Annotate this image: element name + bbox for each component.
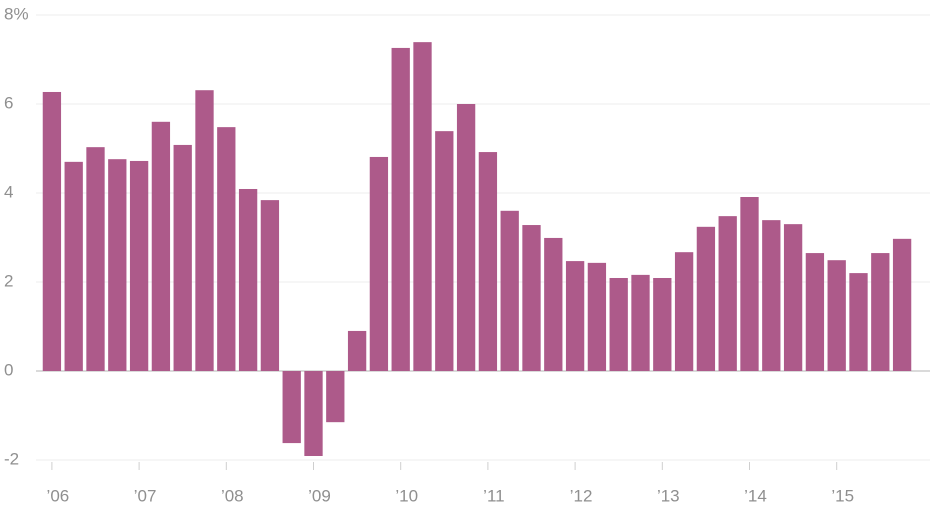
y-tick-label: -2 — [4, 449, 19, 468]
bar — [783, 224, 803, 371]
y-tick-label: 6 — [4, 93, 13, 112]
bar — [849, 273, 868, 371]
bar — [762, 220, 781, 371]
x-tick-label: ’09 — [308, 486, 331, 505]
bar — [827, 260, 846, 371]
x-tick-label: ’14 — [744, 486, 767, 505]
y-tick-label: 8% — [4, 4, 29, 23]
bar — [369, 156, 389, 371]
bar — [108, 159, 127, 371]
bar — [718, 216, 737, 371]
x-tick-label: ’07 — [134, 486, 157, 505]
bar — [64, 161, 83, 371]
bar — [892, 238, 912, 371]
bar — [740, 197, 759, 371]
bar — [544, 237, 563, 371]
bar — [260, 200, 280, 371]
x-tick-label: ’12 — [570, 486, 593, 505]
bar — [217, 127, 236, 371]
bar — [282, 371, 301, 444]
y-tick-label: 2 — [4, 271, 13, 290]
bar — [609, 277, 628, 371]
x-tick-label: ’13 — [657, 486, 680, 505]
bar — [653, 277, 672, 371]
bar — [631, 274, 650, 371]
bar — [238, 188, 258, 371]
bar — [42, 91, 62, 372]
x-tick-label: ’15 — [831, 486, 854, 505]
x-tick-label: ’11 — [483, 486, 504, 505]
x-tick-label: ’08 — [221, 486, 244, 505]
bar — [587, 262, 607, 371]
bar — [674, 252, 694, 371]
bar — [326, 371, 345, 423]
bar — [522, 225, 541, 371]
bar — [435, 131, 454, 371]
bar — [195, 90, 214, 371]
bar — [456, 104, 476, 371]
bar — [478, 152, 498, 371]
bar — [413, 42, 432, 372]
bar — [500, 210, 519, 371]
bar — [347, 330, 367, 371]
bar — [391, 47, 410, 372]
bar — [696, 226, 716, 371]
y-tick-label: 4 — [4, 182, 13, 201]
bar — [173, 144, 192, 371]
bar — [565, 261, 585, 371]
x-tick-label: ’10 — [395, 486, 418, 505]
bar — [151, 121, 171, 371]
bar — [805, 253, 825, 371]
x-tick-label: ’06 — [47, 486, 70, 505]
y-tick-label: 0 — [4, 360, 13, 379]
bar — [129, 160, 149, 371]
bar — [86, 147, 105, 371]
bar — [871, 253, 890, 371]
bar — [304, 371, 323, 456]
